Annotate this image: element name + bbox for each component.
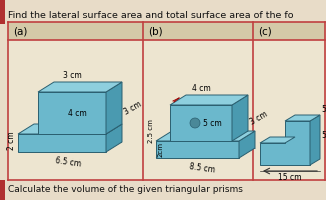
Polygon shape	[156, 131, 255, 141]
Text: (c): (c)	[258, 26, 272, 36]
Polygon shape	[239, 131, 255, 158]
Text: 2.5 cm: 2.5 cm	[148, 120, 154, 143]
Polygon shape	[106, 124, 122, 152]
Polygon shape	[106, 82, 122, 134]
Bar	[0, 180, 326, 200]
Bar	[0, 180, 5, 200]
Text: 15 cm: 15 cm	[278, 173, 302, 182]
Polygon shape	[232, 95, 248, 141]
Text: (a): (a)	[13, 26, 27, 36]
Bar	[8, 22, 325, 40]
Text: Calculate the volume of the given triangular prisms: Calculate the volume of the given triang…	[8, 186, 243, 194]
Text: 5 cm: 5 cm	[322, 130, 326, 140]
Text: 4 cm: 4 cm	[68, 108, 87, 117]
Text: (b): (b)	[148, 26, 163, 36]
Polygon shape	[170, 95, 248, 105]
Text: 8.5 cm: 8.5 cm	[189, 162, 216, 175]
Polygon shape	[38, 82, 122, 92]
Bar	[0, 0, 326, 22]
Polygon shape	[260, 137, 295, 143]
Polygon shape	[260, 121, 310, 165]
Text: 3 cm: 3 cm	[249, 109, 270, 127]
Text: Find the lateral surface area and total surface area of the fo: Find the lateral surface area and total …	[8, 11, 293, 20]
Polygon shape	[170, 105, 232, 141]
Polygon shape	[285, 115, 320, 121]
Text: 4 cm: 4 cm	[192, 84, 210, 93]
Polygon shape	[18, 124, 122, 134]
Text: 5 cm: 5 cm	[322, 105, 326, 114]
Text: 3 cm: 3 cm	[123, 99, 144, 117]
Polygon shape	[18, 134, 106, 152]
Bar	[8, 22, 325, 180]
Text: 2cm: 2cm	[158, 142, 164, 157]
Text: 3 cm: 3 cm	[63, 71, 82, 80]
Polygon shape	[38, 92, 106, 134]
Bar	[0, 0, 5, 24]
Text: 6.5 cm: 6.5 cm	[54, 156, 82, 169]
Text: 2 cm: 2 cm	[7, 132, 16, 150]
Polygon shape	[310, 115, 320, 165]
Circle shape	[190, 118, 200, 128]
Text: 5 cm: 5 cm	[203, 118, 222, 128]
Polygon shape	[156, 141, 239, 158]
